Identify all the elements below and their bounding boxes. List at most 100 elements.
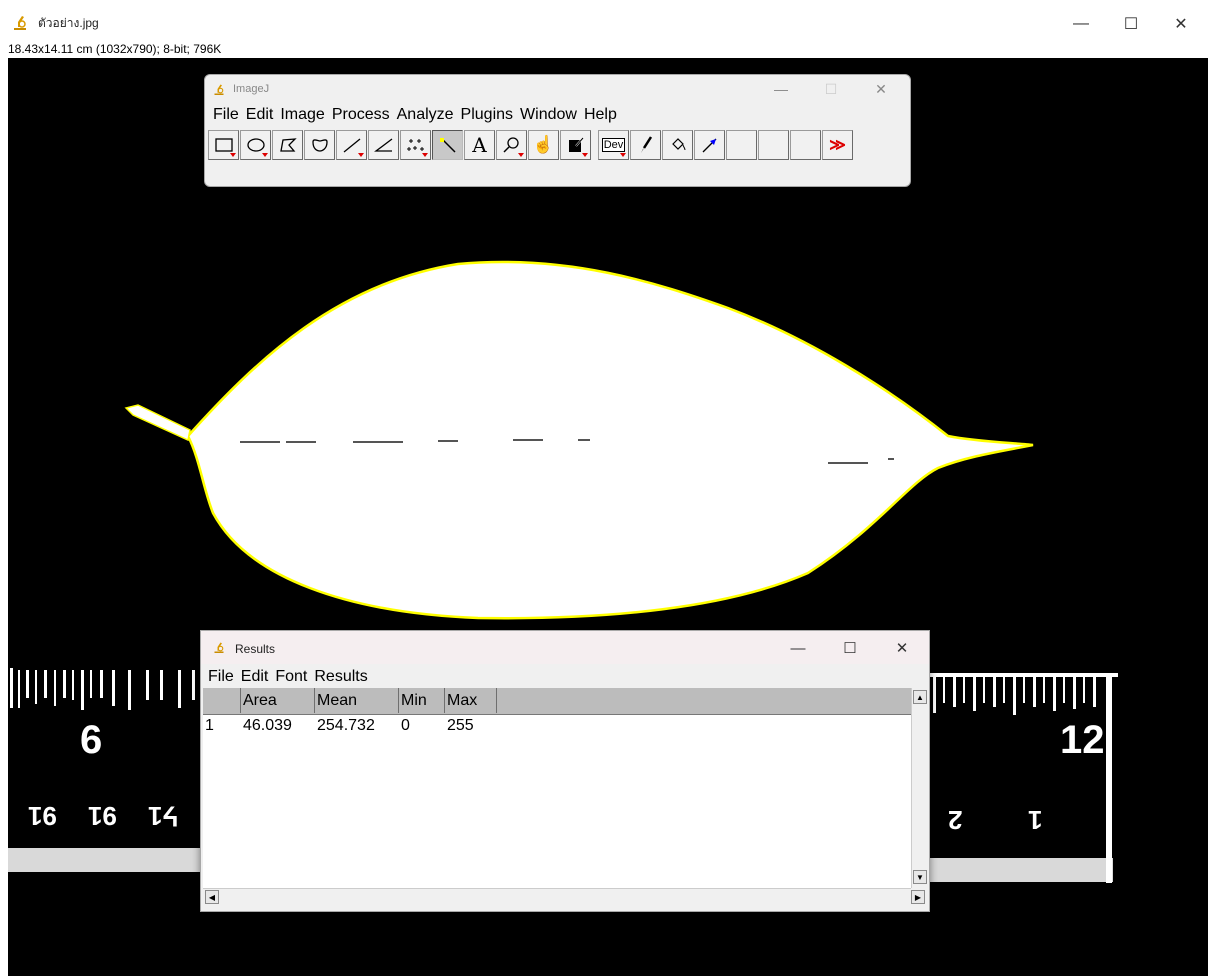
results-table-header: Area Mean Min Max bbox=[203, 688, 911, 715]
color-picker-icon bbox=[568, 137, 584, 152]
text-icon: A bbox=[472, 133, 487, 157]
horizontal-scrollbar[interactable]: ◀ ▶ bbox=[203, 888, 925, 905]
close-button[interactable]: ✕ bbox=[875, 80, 887, 97]
brush-tool[interactable] bbox=[630, 130, 661, 160]
close-button[interactable]: ✕ bbox=[1174, 16, 1188, 33]
scroll-right-icon[interactable]: ▶ bbox=[911, 890, 925, 904]
table-cell-index[interactable]: 1 bbox=[205, 717, 214, 734]
minimize-button[interactable]: — bbox=[774, 81, 788, 97]
text-tool[interactable]: A bbox=[464, 130, 495, 160]
menu-edit[interactable]: Edit bbox=[240, 668, 269, 685]
wand-tool[interactable] bbox=[432, 130, 463, 160]
scroll-down-icon[interactable]: ▼ bbox=[913, 870, 927, 884]
wand-icon bbox=[439, 138, 456, 153]
maximize-button[interactable]: ☐ bbox=[824, 80, 838, 97]
color-picker-tool[interactable] bbox=[560, 130, 591, 160]
hand-icon: ☝ bbox=[532, 135, 555, 154]
table-cell-area[interactable]: 46.039 bbox=[243, 717, 292, 734]
oval-tool[interactable] bbox=[240, 130, 271, 160]
ruler-number: 91 bbox=[28, 801, 57, 831]
hand-tool[interactable]: ☝ bbox=[528, 130, 559, 160]
close-button[interactable]: ✕ bbox=[895, 640, 909, 657]
freehand-icon bbox=[311, 139, 328, 152]
brush-icon bbox=[640, 136, 652, 153]
table-cell-max[interactable]: 255 bbox=[447, 717, 474, 734]
imagej-title: ImageJ bbox=[233, 83, 270, 95]
line-tool[interactable] bbox=[336, 130, 367, 160]
scroll-up-icon[interactable]: ▲ bbox=[913, 690, 927, 704]
dev-label: Dev bbox=[601, 138, 626, 152]
scroll-left-icon[interactable]: ◀ bbox=[205, 890, 219, 904]
menu-font[interactable]: Font bbox=[275, 668, 308, 685]
magnifier-icon bbox=[502, 137, 519, 153]
column-header-min[interactable]: Min bbox=[399, 688, 445, 713]
image-info-text: 18.43x14.11 cm (1032x790); 8-bit; 796K bbox=[8, 42, 222, 56]
results-title: Results bbox=[235, 642, 276, 656]
multipoint-icon bbox=[406, 139, 424, 151]
results-titlebar[interactable]: Results — ☐ ✕ bbox=[201, 631, 929, 664]
paint-bucket-icon bbox=[671, 138, 685, 151]
empty-tool-slot bbox=[758, 130, 789, 160]
zoom-tool[interactable] bbox=[496, 130, 527, 160]
more-tools-button[interactable]: ≫ bbox=[822, 130, 853, 160]
menu-plugins[interactable]: Plugins bbox=[460, 106, 514, 123]
oval-icon bbox=[246, 138, 265, 152]
table-cell-min[interactable]: 0 bbox=[401, 717, 410, 734]
menu-file[interactable]: File bbox=[213, 106, 239, 123]
angle-tool[interactable] bbox=[368, 130, 399, 160]
double-chevron-right-icon: ≫ bbox=[829, 137, 846, 154]
maximize-button[interactable]: ☐ bbox=[1123, 16, 1139, 33]
imagej-titlebar[interactable]: ImageJ — ☐ ✕ bbox=[205, 75, 910, 103]
ruler-number: 91 bbox=[88, 801, 117, 831]
empty-tool-slot bbox=[790, 130, 821, 160]
menu-process[interactable]: Process bbox=[331, 106, 390, 123]
column-header-area[interactable]: Area bbox=[241, 688, 315, 713]
menu-image[interactable]: Image bbox=[280, 106, 325, 123]
ruler-number: 1 bbox=[1028, 805, 1043, 835]
angle-icon bbox=[373, 138, 392, 152]
leaf-petiole bbox=[124, 404, 191, 442]
menu-results[interactable]: Results bbox=[314, 668, 368, 685]
menu-window[interactable]: Window bbox=[520, 106, 577, 123]
column-header-max[interactable]: Max bbox=[445, 688, 497, 713]
rectangle-icon bbox=[214, 138, 233, 152]
results-menubar: File Edit Font Results bbox=[208, 668, 375, 686]
empty-tool-slot bbox=[726, 130, 757, 160]
flood-fill-tool[interactable] bbox=[662, 130, 693, 160]
results-table[interactable]: Area Mean Min Max 1 46.039 254.732 0 255 bbox=[203, 688, 911, 888]
column-header-mean[interactable]: Mean bbox=[315, 688, 399, 713]
image-window-title: ตัวอย่าง.jpg bbox=[38, 16, 99, 30]
leaf-selection-outline bbox=[186, 260, 1034, 620]
maximize-button[interactable]: ☐ bbox=[843, 640, 857, 657]
image-window-titlebar[interactable]: ตัวอย่าง.jpg — ☐ ✕ bbox=[0, 0, 1208, 44]
polygon-tool[interactable] bbox=[272, 130, 303, 160]
dev-tool[interactable]: Dev bbox=[598, 130, 629, 160]
minimize-button[interactable]: — bbox=[1073, 15, 1089, 32]
table-cell-mean[interactable]: 254.732 bbox=[317, 717, 375, 734]
ruler-number: ᔭ1 bbox=[148, 801, 179, 831]
arrow-icon bbox=[702, 138, 716, 153]
line-icon bbox=[343, 138, 360, 153]
freehand-tool[interactable] bbox=[304, 130, 335, 160]
imagej-window: ImageJ — ☐ ✕ File Edit Image Process Ana… bbox=[204, 74, 911, 187]
ruler-number: 6 bbox=[80, 718, 103, 762]
point-tool[interactable] bbox=[400, 130, 431, 160]
column-header-index[interactable] bbox=[203, 688, 241, 713]
ruler-right bbox=[928, 673, 1118, 883]
menu-analyze[interactable]: Analyze bbox=[396, 106, 454, 123]
ruler-number: 12 bbox=[1060, 718, 1105, 762]
rectangle-tool[interactable] bbox=[208, 130, 239, 160]
arrow-tool[interactable] bbox=[694, 130, 725, 160]
menu-file[interactable]: File bbox=[208, 668, 234, 685]
results-window: Results — ☐ ✕ File Edit Font Results Are… bbox=[200, 630, 930, 912]
vertical-scrollbar[interactable]: ▲ ▼ bbox=[911, 688, 928, 888]
polygon-icon bbox=[279, 138, 297, 152]
menu-edit[interactable]: Edit bbox=[245, 106, 274, 123]
microscope-icon bbox=[214, 84, 224, 95]
leaf-image bbox=[8, 260, 1118, 883]
minimize-button[interactable]: — bbox=[790, 639, 806, 657]
menu-help[interactable]: Help bbox=[583, 106, 617, 123]
imagej-toolbar: A ☝ Dev ≫ bbox=[208, 130, 854, 161]
ruler-left bbox=[8, 668, 200, 872]
microscope-icon bbox=[214, 642, 224, 653]
